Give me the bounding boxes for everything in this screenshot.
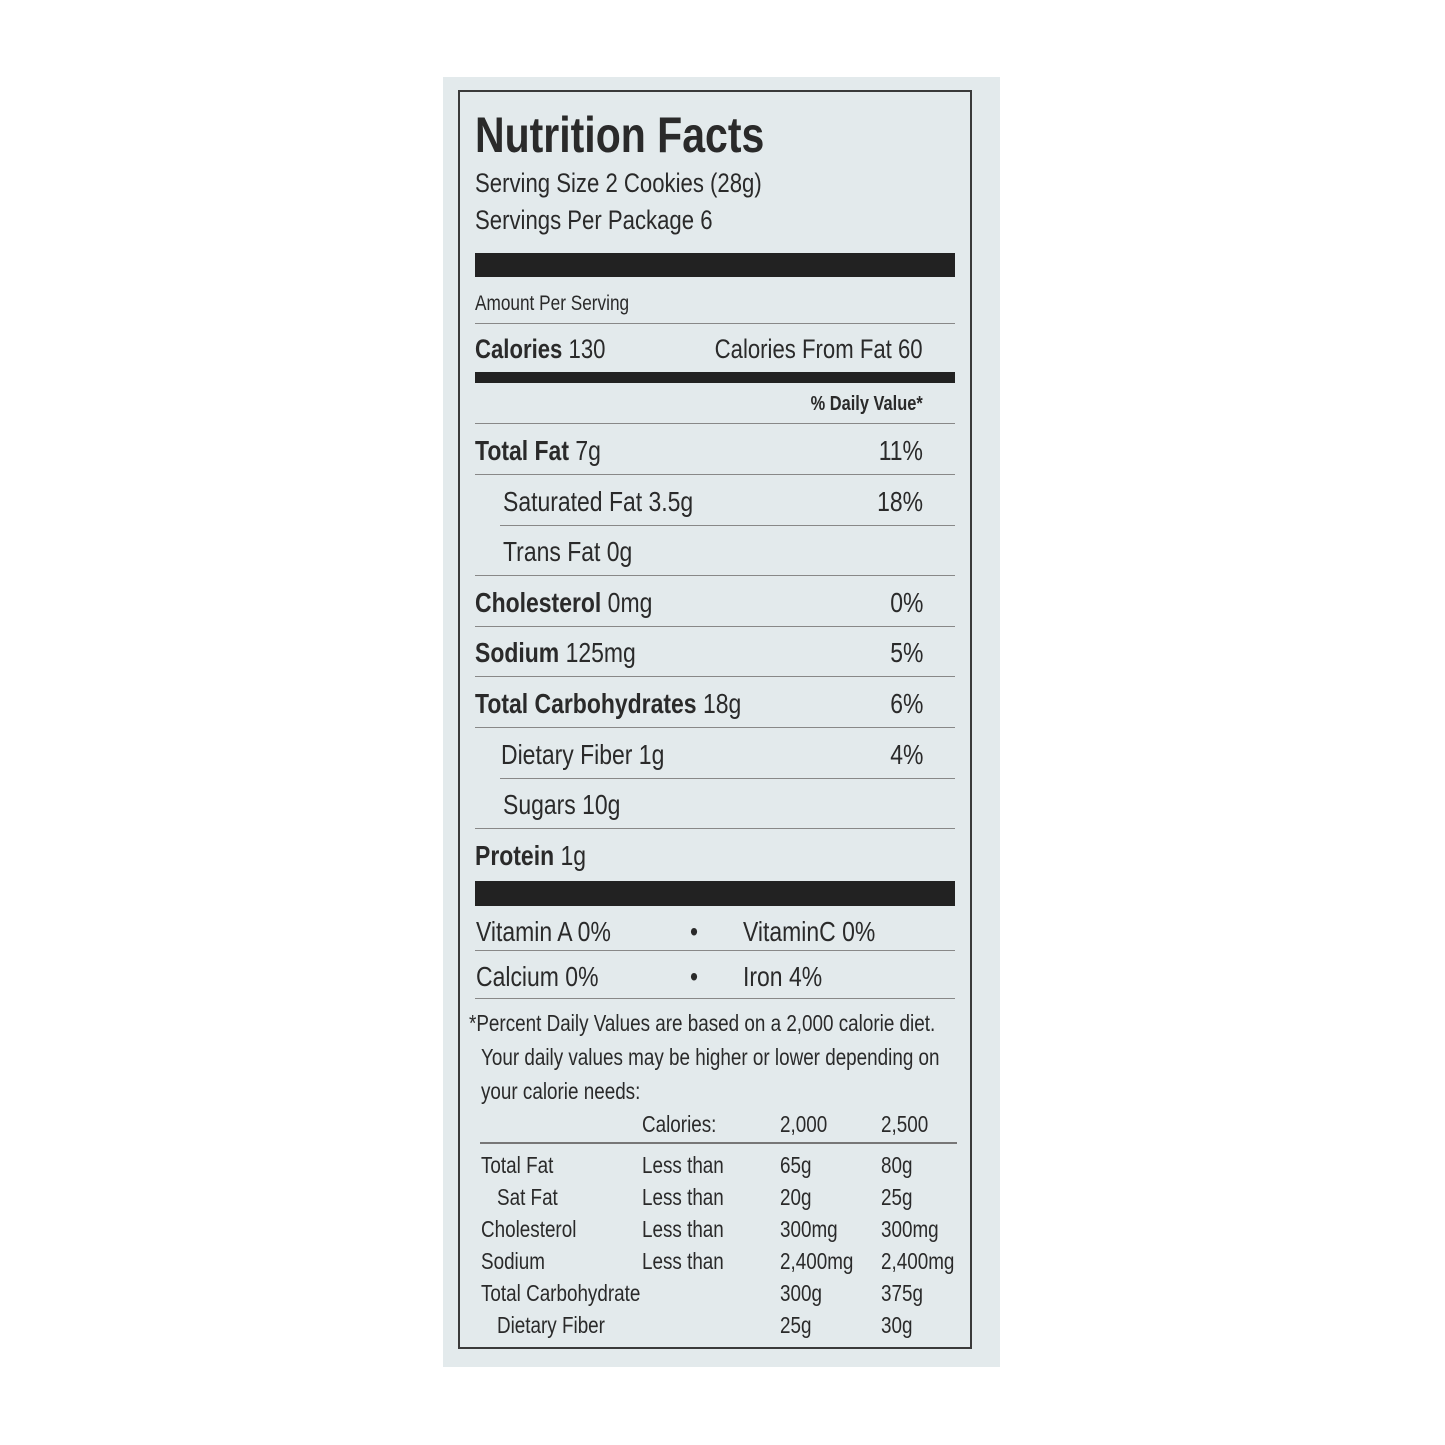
dv-table-cell: Sodium — [481, 1248, 545, 1274]
dv-table-cell: 25g — [780, 1312, 812, 1338]
nutrient-label: Total Fat — [475, 435, 569, 466]
nutrient-row: Protein 1g — [475, 839, 587, 871]
nutrient-amount: 10g — [582, 789, 621, 821]
dv-table-cell: 20g — [780, 1184, 812, 1210]
divider — [475, 474, 955, 475]
nutrient-amount: 7g — [575, 435, 601, 466]
nutrient-amount: 125mg — [565, 637, 636, 669]
dv-table-cell: 300g — [780, 1280, 822, 1306]
nutrient-daily-value: 4% — [889, 738, 923, 770]
nutrient-daily-value: 6% — [889, 688, 923, 719]
footnote-line: *Percent Daily Values are based on a 2,0… — [469, 1010, 936, 1036]
calories-row: Calories 130 — [475, 336, 605, 363]
nutrient-label: Cholesterol — [475, 586, 602, 618]
dv-table-cell: 2,400mg — [780, 1248, 854, 1274]
dv-table-cell: Less than — [642, 1152, 724, 1178]
nutrient-daily-value: 18% — [877, 485, 923, 517]
vitamin-right: Iron 4% — [743, 961, 823, 992]
dv-table-cell: 300mg — [881, 1216, 939, 1242]
footnote-line: your calorie needs: — [481, 1078, 641, 1104]
dv-table-header: 2,500 — [881, 1111, 929, 1137]
dv-table-cell: Sat Fat — [497, 1184, 558, 1210]
dv-table-cell: Less than — [642, 1248, 724, 1274]
label-panel — [443, 77, 1000, 1367]
divider — [475, 727, 955, 728]
nutrient-row: Cholesterol 0mg — [475, 586, 653, 618]
divider — [500, 524, 955, 526]
servings-per-package: Servings Per Package 6 — [475, 205, 713, 235]
dv-table-cell: Cholesterol — [481, 1216, 577, 1242]
footnote-line: Your daily values may be higher or lower… — [481, 1044, 940, 1070]
divider — [475, 423, 955, 424]
nutrient-amount: 18g — [702, 688, 742, 719]
nutrient-label: Trans Fat — [503, 536, 601, 568]
calories-value: 130 — [568, 334, 606, 364]
dv-table-cell: 25g — [881, 1184, 913, 1210]
nutrient-amount: 1g — [560, 839, 587, 871]
calories-from-fat-value: 60 — [898, 334, 923, 364]
nutrient-row: Sodium 125mg — [475, 639, 636, 667]
dv-table-divider — [480, 1142, 957, 1144]
nutrient-amount: 1g — [638, 738, 665, 770]
nutrient-daily-value: 0% — [889, 586, 923, 618]
vitamin-left: Calcium 0% — [476, 961, 599, 992]
dv-table-cell: 80g — [881, 1152, 913, 1178]
dv-table-cell: Total Carbohydrate — [481, 1280, 641, 1306]
amount-per-serving: Amount Per Serving — [475, 292, 630, 315]
nutrient-amount: 0g — [606, 536, 633, 568]
dv-table-cell: 2,400mg — [881, 1248, 955, 1274]
nutrient-label: Sugars — [503, 789, 576, 821]
divider — [500, 777, 955, 779]
divider — [475, 828, 955, 830]
nutrient-row: Dietary Fiber 1g — [501, 738, 665, 770]
dv-table-cell: Total Fat — [481, 1152, 554, 1178]
divider — [475, 323, 955, 324]
nutrient-daily-value: 5% — [889, 637, 923, 669]
dv-table-cell: 375g — [881, 1280, 923, 1306]
dv-table-cell: Less than — [642, 1216, 724, 1242]
dv-table-header: 2,000 — [780, 1111, 828, 1137]
nutrient-label: Protein — [475, 839, 555, 871]
calories-label: Calories — [475, 334, 563, 364]
vitamin-right: VitaminC 0% — [743, 916, 876, 947]
dv-table-header: Calories: — [642, 1111, 717, 1137]
thick-divider — [475, 881, 955, 906]
nutrient-row: Total Fat 7g — [475, 437, 601, 465]
nutrient-label: Saturated Fat — [503, 485, 643, 517]
nutrient-label: Dietary Fiber — [501, 738, 633, 770]
nutrient-amount: 0mg — [607, 586, 653, 618]
nutrient-row: Sugars 10g — [503, 791, 620, 819]
title: Nutrition Facts — [475, 107, 765, 163]
label-border — [458, 90, 972, 1349]
dv-table-cell: Less than — [642, 1184, 724, 1210]
divider — [475, 950, 955, 951]
nutrient-amount: 3.5g — [648, 485, 694, 517]
medium-divider — [475, 372, 955, 383]
nutrient-row: Saturated Fat 3.5g — [503, 485, 694, 517]
divider — [475, 998, 955, 999]
dv-table-cell: Dietary Fiber — [497, 1312, 605, 1338]
dv-table-cell: 300mg — [780, 1216, 838, 1242]
nutrient-daily-value: 11% — [878, 435, 923, 466]
nutrient-row: Trans Fat 0g — [503, 538, 632, 566]
calories-from-fat: Calories From Fat 60 — [715, 336, 923, 363]
dv-table-cell: 65g — [780, 1152, 812, 1178]
bullet: • — [690, 916, 699, 947]
serving-size: Serving Size 2 Cookies (28g) — [475, 168, 762, 198]
dv-table-cell: 30g — [881, 1312, 913, 1338]
divider — [475, 676, 955, 678]
nutrient-row: Total Carbohydrates 18g — [475, 690, 741, 718]
nutrient-label: Total Carbohydrates — [475, 688, 697, 719]
nutrient-label: Sodium — [475, 637, 560, 669]
divider — [475, 625, 955, 627]
calories-from-fat-label: Calories From Fat — [715, 334, 893, 364]
thick-divider — [475, 253, 955, 277]
bullet: • — [690, 961, 699, 992]
daily-value-header: % Daily Value* — [810, 393, 923, 415]
divider — [475, 575, 955, 577]
vitamin-left: Vitamin A 0% — [476, 916, 611, 947]
